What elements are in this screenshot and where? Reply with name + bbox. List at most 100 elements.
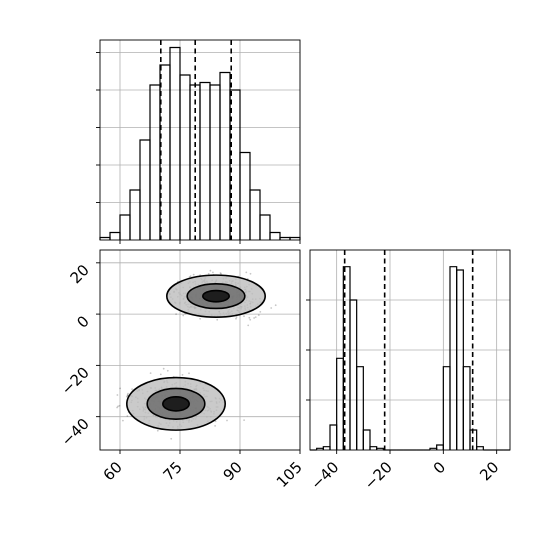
histogram-bar	[369, 446, 378, 450]
density-contour	[186, 283, 246, 310]
joint-y-tick-label: −20	[58, 363, 93, 398]
scatter-point	[118, 404, 121, 407]
scatter-point	[199, 317, 202, 320]
scatter-point	[216, 318, 219, 321]
scatter-point	[214, 420, 217, 423]
scatter-point	[119, 387, 121, 390]
scatter-point	[116, 406, 118, 409]
histogram-bar	[329, 424, 338, 450]
density-contour	[162, 395, 191, 412]
density-contour	[126, 376, 227, 431]
histogram-bar	[139, 139, 151, 240]
scatter-point	[156, 429, 159, 432]
marginal-y-histogram: −40 −20 0 20	[306, 249, 511, 493]
scatter-point	[122, 419, 124, 422]
scatter-point	[249, 318, 252, 321]
joint-scatter-panel: 60 75 90 105 20 0 −20 −40	[58, 249, 306, 491]
scatter-point	[159, 373, 162, 376]
scatter-point	[274, 304, 277, 307]
scatter-point	[126, 394, 129, 396]
histogram-bar	[456, 269, 464, 450]
scatter-point	[254, 316, 257, 318]
joint-y-tick-label: −40	[58, 415, 93, 450]
joint-frame	[99, 249, 301, 451]
scatter-point	[243, 315, 245, 318]
histogram-bar	[119, 214, 131, 240]
histogram-bar	[476, 446, 484, 450]
scatter-point	[243, 419, 246, 421]
right-x-tick-label: 0	[430, 458, 449, 477]
scatter-point	[235, 317, 237, 320]
scatter-point	[212, 271, 214, 274]
joint-x-tick-label: 60	[100, 458, 126, 484]
scatter-point	[259, 311, 262, 313]
histogram-bar	[239, 151, 251, 240]
scatter-point	[175, 313, 178, 315]
scatter-point	[149, 372, 152, 374]
scatter-point	[126, 415, 129, 417]
histogram-bar	[362, 429, 371, 450]
right-x-tick-label: −40	[307, 458, 342, 493]
histogram-bar	[199, 81, 211, 240]
histogram-bar	[356, 366, 364, 450]
scatter-point	[245, 271, 248, 274]
scatter-point	[170, 437, 173, 440]
histogram-bar	[249, 189, 261, 240]
scatter-point	[117, 405, 119, 408]
scatter-point	[192, 273, 195, 276]
density-fill	[202, 290, 230, 302]
histogram-bar	[259, 214, 271, 240]
top-frame	[99, 39, 301, 241]
scatter-point	[253, 317, 256, 319]
joint-x-tick-label: 105	[273, 458, 306, 491]
scatter-point	[182, 314, 185, 317]
scatter-point	[257, 314, 260, 316]
scatter-point	[116, 394, 119, 396]
histogram-bar	[179, 74, 191, 240]
joint-x-tick-label: 90	[220, 458, 246, 484]
scatter-point	[189, 275, 192, 277]
scatter-point	[220, 273, 222, 275]
scatter-point	[126, 395, 128, 398]
histogram-bar	[462, 366, 471, 450]
histogram-bar	[322, 446, 331, 450]
scatter-point	[127, 392, 129, 395]
histogram-bar	[436, 444, 444, 450]
scatter-point	[188, 372, 190, 375]
histogram-bar	[209, 84, 221, 240]
scatter-point	[131, 388, 134, 391]
right-x-tick-label: −20	[361, 458, 396, 493]
scatter-point	[181, 374, 184, 376]
histogram-bar	[449, 266, 458, 450]
joint-y-tick-label: 0	[73, 312, 92, 331]
histogram-bar	[149, 84, 161, 240]
scatter-point	[219, 272, 222, 274]
density-contour	[146, 387, 206, 421]
density-fill	[162, 396, 190, 411]
scatter-point	[207, 272, 210, 275]
scatter-point	[162, 367, 165, 370]
scatter-point	[166, 369, 169, 372]
scatter-point	[248, 316, 251, 319]
histogram-bar	[442, 366, 451, 450]
histogram-bar	[109, 231, 121, 240]
scatter-point	[249, 272, 252, 275]
histogram-bar	[376, 447, 384, 450]
joint-y-tick-label: 20	[67, 261, 93, 287]
density-contour	[166, 274, 267, 318]
histogram-bar	[336, 357, 344, 450]
right-x-tick-label: 20	[476, 458, 502, 484]
scatter-point	[247, 324, 250, 327]
scatter-point	[226, 419, 228, 422]
density-contour	[202, 289, 231, 303]
scatter-point	[270, 307, 273, 309]
histogram-bar	[349, 299, 358, 450]
marginal-x-histogram	[96, 39, 301, 244]
histogram-bar	[219, 71, 231, 240]
histogram-bar	[129, 189, 141, 240]
scatter-point	[214, 425, 217, 427]
histogram-bar	[169, 46, 181, 240]
scatter-point	[235, 316, 238, 318]
scatter-point	[209, 269, 212, 272]
